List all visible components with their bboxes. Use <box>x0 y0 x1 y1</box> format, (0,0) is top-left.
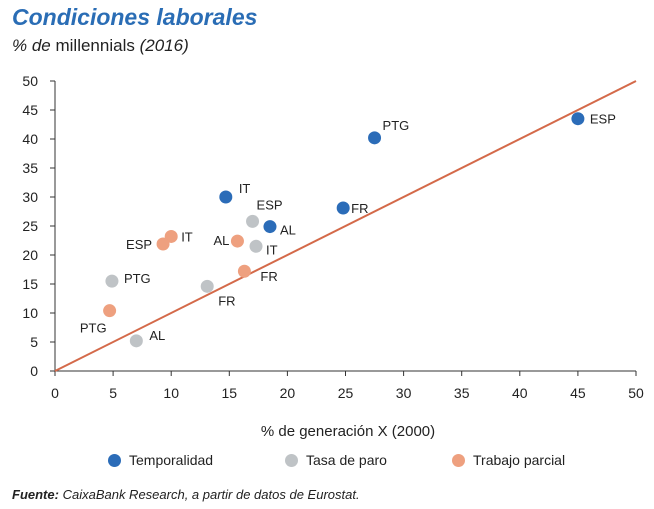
y-tick-label: 30 <box>22 189 38 205</box>
chart-points <box>103 112 585 348</box>
point-tasa-de-paro-ptg <box>105 274 119 288</box>
chart-subtitle: % de millennials (2016) <box>12 36 189 56</box>
point-trabajo-parcial-ptg <box>103 304 117 318</box>
point-label-trabajo-parcial-ptg: PTG <box>80 321 107 336</box>
y-tick-label: 20 <box>22 247 38 263</box>
point-label-tasa-de-paro-al: AL <box>149 328 165 343</box>
x-tick-label: 5 <box>109 385 117 401</box>
chart-title: Condiciones laborales <box>12 4 258 30</box>
x-tick-label: 45 <box>570 385 586 401</box>
point-label-temporalidad-esp: ESP <box>590 112 616 127</box>
point-tasa-de-paro-al <box>129 334 143 348</box>
source-label: Fuente: <box>12 487 59 502</box>
point-temporalidad-fr <box>336 201 350 215</box>
legend-marker-temporalidad <box>108 453 121 467</box>
reference-diagonal-line <box>54 80 637 372</box>
point-temporalidad-esp <box>571 112 585 126</box>
y-tick-label: 5 <box>30 334 38 350</box>
point-label-trabajo-parcial-fr: FR <box>260 269 277 284</box>
legend-label-tasa-de-paro: Tasa de paro <box>306 452 387 468</box>
x-tick-label: 15 <box>222 385 238 401</box>
x-tick-label: 25 <box>338 385 354 401</box>
point-label-trabajo-parcial-al: AL <box>214 233 230 248</box>
point-trabajo-parcial-al <box>230 234 244 248</box>
point-trabajo-parcial-fr <box>237 264 251 278</box>
point-label-tasa-de-paro-it: IT <box>266 242 278 257</box>
source-note: Fuente: CaixaBank Research, a partir de … <box>12 487 360 502</box>
legend-label-temporalidad: Temporalidad <box>129 452 214 468</box>
x-axis-label: % de generación X (2000) <box>261 423 435 440</box>
x-tick-label: 10 <box>163 385 179 401</box>
x-tick-label: 20 <box>280 385 296 401</box>
point-label-temporalidad-it: IT <box>239 181 251 196</box>
scatter-chart: 0 5 10 15 20 25 30 35 40 45 50 0 5 10 15 20 25 30 35 40 45 50… <box>22 73 644 440</box>
point-trabajo-parcial-it <box>164 229 178 243</box>
chart-axes: 0 5 10 15 20 25 30 35 40 45 50 0 5 10 15 20 25 30 35 40 45 50 <box>22 73 644 401</box>
legend-item-trabajo-parcial: Trabajo parcial <box>452 452 565 468</box>
chart-legend: Temporalidad Tasa de paro Trabajo parcia… <box>0 452 654 474</box>
legend-label-trabajo-parcial: Trabajo parcial <box>473 452 566 468</box>
y-tick-label: 50 <box>22 73 38 89</box>
point-label-temporalidad-ptg: PTG <box>383 118 410 133</box>
y-tick-label: 35 <box>22 160 38 176</box>
point-temporalidad-ptg <box>368 131 382 145</box>
subtitle-main: millennials <box>55 36 135 55</box>
subtitle-year: (2016) <box>139 36 189 55</box>
source-text: CaixaBank Research, a partir de datos de… <box>62 487 360 502</box>
y-tick-label: 45 <box>22 102 38 118</box>
y-tick-label: 0 <box>30 363 38 379</box>
y-tick-label: 15 <box>22 276 38 292</box>
point-tasa-de-paro-esp <box>246 214 260 228</box>
point-label-tasa-de-paro-ptg: PTG <box>124 271 151 286</box>
point-label-trabajo-parcial-esp: ESP <box>126 237 152 252</box>
point-label-tasa-de-paro-fr: FR <box>218 293 235 308</box>
x-tick-label: 0 <box>51 385 59 401</box>
y-tick-label: 40 <box>22 131 38 147</box>
point-label-temporalidad-fr: FR <box>351 201 368 216</box>
legend-marker-tasa-de-paro <box>285 453 298 467</box>
point-label-temporalidad-al: AL <box>280 223 296 238</box>
legend-item-tasa-de-paro: Tasa de paro <box>285 452 387 468</box>
x-tick-label: 35 <box>454 385 470 401</box>
point-temporalidad-al <box>263 220 277 234</box>
point-tasa-de-paro-it <box>249 239 263 253</box>
point-trabajo-parcial-esp <box>156 237 170 251</box>
point-label-trabajo-parcial-it: IT <box>181 229 193 244</box>
x-tick-label: 30 <box>396 385 412 401</box>
legend-item-temporalidad: Temporalidad <box>108 452 213 468</box>
x-tick-label: 40 <box>512 385 528 401</box>
legend-marker-trabajo-parcial <box>452 453 465 467</box>
point-temporalidad-it <box>219 190 233 204</box>
subtitle-prefix: % de <box>12 36 51 55</box>
point-tasa-de-paro-fr <box>200 279 214 293</box>
y-tick-label: 25 <box>22 218 38 234</box>
y-tick-label: 10 <box>22 305 38 321</box>
x-tick-label: 50 <box>628 385 644 401</box>
point-label-tasa-de-paro-esp: ESP <box>257 197 283 212</box>
